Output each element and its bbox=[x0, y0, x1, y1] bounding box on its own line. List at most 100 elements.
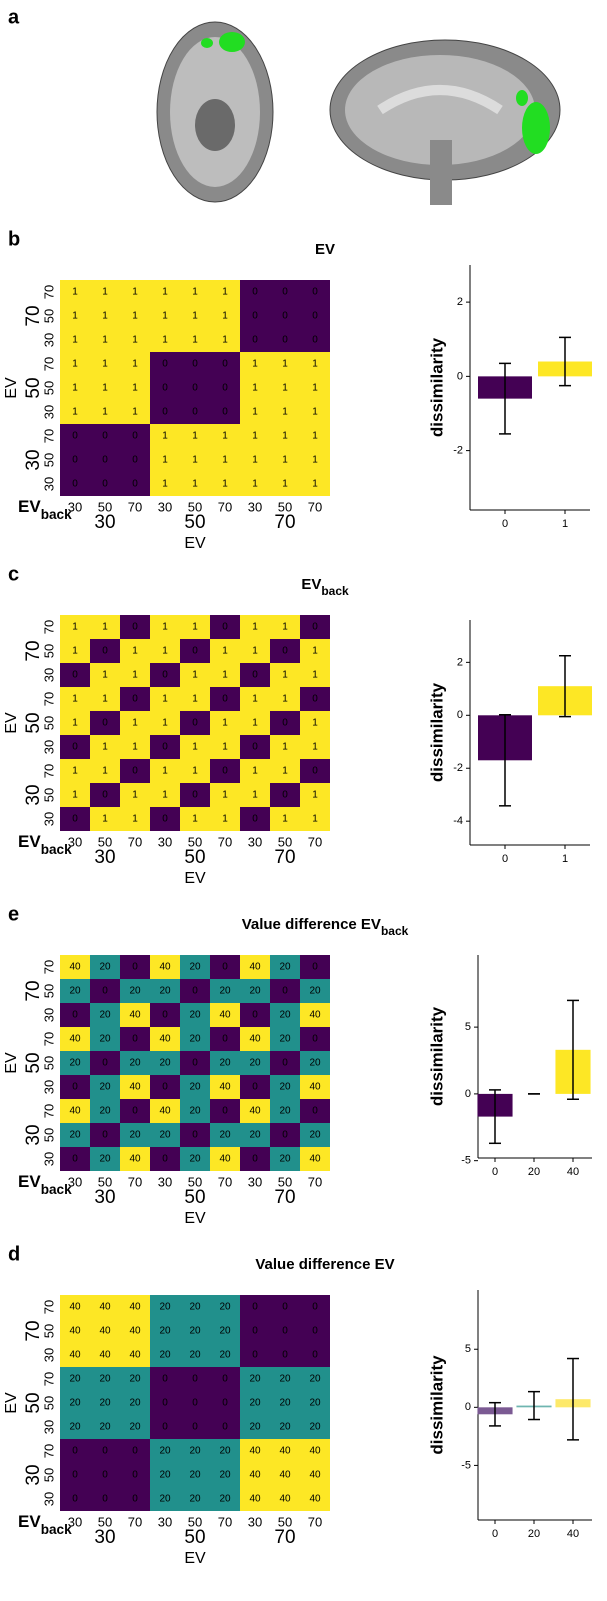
x-group-label: 30 bbox=[94, 847, 115, 868]
cell-label: 1 bbox=[252, 622, 258, 633]
cell-label: 0 bbox=[132, 962, 138, 973]
cell-label: 1 bbox=[222, 287, 228, 298]
cell-label: 20 bbox=[219, 1350, 231, 1361]
cell-label: 20 bbox=[189, 1470, 201, 1481]
cell-label: 40 bbox=[99, 1350, 111, 1361]
y-tick-label: 30 bbox=[41, 1420, 56, 1434]
cell-label: 0 bbox=[132, 766, 138, 777]
cell-label: 1 bbox=[312, 359, 318, 370]
cell-label: 0 bbox=[162, 1010, 168, 1021]
cell-label: 1 bbox=[102, 814, 108, 825]
cell-label: 1 bbox=[132, 383, 138, 394]
cell-label: 20 bbox=[189, 1106, 201, 1117]
cell-label: 40 bbox=[69, 1034, 81, 1045]
cell-label: 1 bbox=[222, 718, 228, 729]
x-tick-label: 1 bbox=[562, 853, 568, 865]
panel-label: d bbox=[8, 1243, 20, 1265]
y-tick-label: 30 bbox=[41, 740, 56, 754]
cell-label: 20 bbox=[219, 1446, 231, 1457]
y-axis-label: dissimilarity bbox=[427, 1006, 446, 1106]
cell-label: 40 bbox=[249, 1494, 261, 1505]
cell-label: 0 bbox=[282, 1058, 288, 1069]
cell-label: 40 bbox=[69, 1302, 81, 1313]
cell-label: 1 bbox=[192, 694, 198, 705]
cell-label: 1 bbox=[312, 718, 318, 729]
figure: a bEV11111100011111100011111100011100011… bbox=[0, 0, 607, 1601]
x-axis-label: EV bbox=[184, 1550, 206, 1567]
cell-label: 1 bbox=[132, 742, 138, 753]
cell-label: 0 bbox=[312, 1350, 318, 1361]
cell-label: 40 bbox=[159, 1034, 171, 1045]
x-axis-label: EV bbox=[184, 870, 206, 887]
x-tick-label: 30 bbox=[158, 1174, 172, 1189]
x-group-label: 70 bbox=[274, 512, 295, 533]
cell-label: 0 bbox=[162, 1398, 168, 1409]
cell-label: 40 bbox=[309, 1154, 321, 1165]
cell-label: 20 bbox=[99, 962, 111, 973]
cell-label: 1 bbox=[252, 790, 258, 801]
cell-label: 20 bbox=[279, 962, 291, 973]
cell-label: 20 bbox=[189, 1034, 201, 1045]
cell-label: 1 bbox=[102, 766, 108, 777]
x-tick-label: 70 bbox=[308, 834, 322, 849]
cell-label: 20 bbox=[279, 1422, 291, 1433]
cell-label: 1 bbox=[162, 479, 168, 490]
cell-label: 0 bbox=[252, 1326, 258, 1337]
cell-label: 40 bbox=[129, 1326, 141, 1337]
cell-label: 0 bbox=[252, 1082, 258, 1093]
cell-label: 0 bbox=[312, 962, 318, 973]
corner-label: EVback bbox=[18, 1172, 72, 1197]
y-tick-label: 30 bbox=[41, 477, 56, 491]
cell-label: 1 bbox=[222, 455, 228, 466]
y-axis-label: EV bbox=[3, 1392, 20, 1414]
cell-label: 20 bbox=[189, 1446, 201, 1457]
cell-label: 0 bbox=[72, 742, 78, 753]
cell-label: 40 bbox=[309, 1470, 321, 1481]
cell-label: 1 bbox=[192, 311, 198, 322]
cell-label: 0 bbox=[252, 1350, 258, 1361]
y-tick-label: 30 bbox=[41, 1348, 56, 1362]
cell-label: 0 bbox=[132, 622, 138, 633]
cell-label: 0 bbox=[102, 1446, 108, 1457]
cell-label: 1 bbox=[222, 335, 228, 346]
cell-label: 40 bbox=[309, 1446, 321, 1457]
cell-label: 1 bbox=[102, 287, 108, 298]
cell-label: 20 bbox=[69, 1422, 81, 1433]
x-group-label: 50 bbox=[184, 512, 205, 533]
cell-label: 40 bbox=[309, 1494, 321, 1505]
cell-label: 1 bbox=[282, 431, 288, 442]
cell-label: 20 bbox=[159, 986, 171, 997]
cell-label: 1 bbox=[162, 694, 168, 705]
x-tick-label: 30 bbox=[248, 499, 262, 514]
cell-label: 1 bbox=[162, 646, 168, 657]
cell-label: 1 bbox=[252, 431, 258, 442]
cell-label: 40 bbox=[279, 1470, 291, 1481]
cell-label: 1 bbox=[72, 766, 78, 777]
x-tick-label: 1 bbox=[562, 518, 568, 530]
cell-label: 1 bbox=[162, 431, 168, 442]
cell-label: 0 bbox=[72, 814, 78, 825]
cell-label: 1 bbox=[102, 407, 108, 418]
cell-label: 1 bbox=[72, 383, 78, 394]
cell-label: 20 bbox=[219, 1302, 231, 1313]
y-tick-label: 70 bbox=[41, 285, 56, 299]
cell-label: 0 bbox=[162, 742, 168, 753]
y-tick-label: 30 bbox=[41, 1080, 56, 1094]
cell-label: 1 bbox=[192, 287, 198, 298]
cell-label: 0 bbox=[102, 646, 108, 657]
cell-label: 1 bbox=[162, 766, 168, 777]
corner-label-sub: back bbox=[41, 507, 72, 522]
cell-label: 20 bbox=[69, 1130, 81, 1141]
cell-label: 1 bbox=[312, 431, 318, 442]
y-group-label: 30 bbox=[23, 1464, 44, 1485]
cell-label: 1 bbox=[312, 670, 318, 681]
cell-label: 20 bbox=[129, 1422, 141, 1433]
cell-label: 0 bbox=[192, 718, 198, 729]
x-group-label: 70 bbox=[274, 1527, 295, 1548]
cell-label: 1 bbox=[282, 359, 288, 370]
cell-label: 0 bbox=[252, 1010, 258, 1021]
cell-label: 0 bbox=[312, 311, 318, 322]
cell-label: 0 bbox=[192, 1398, 198, 1409]
y-tick-label: 2 bbox=[457, 656, 463, 668]
corner-label-main: EV bbox=[18, 1512, 41, 1531]
